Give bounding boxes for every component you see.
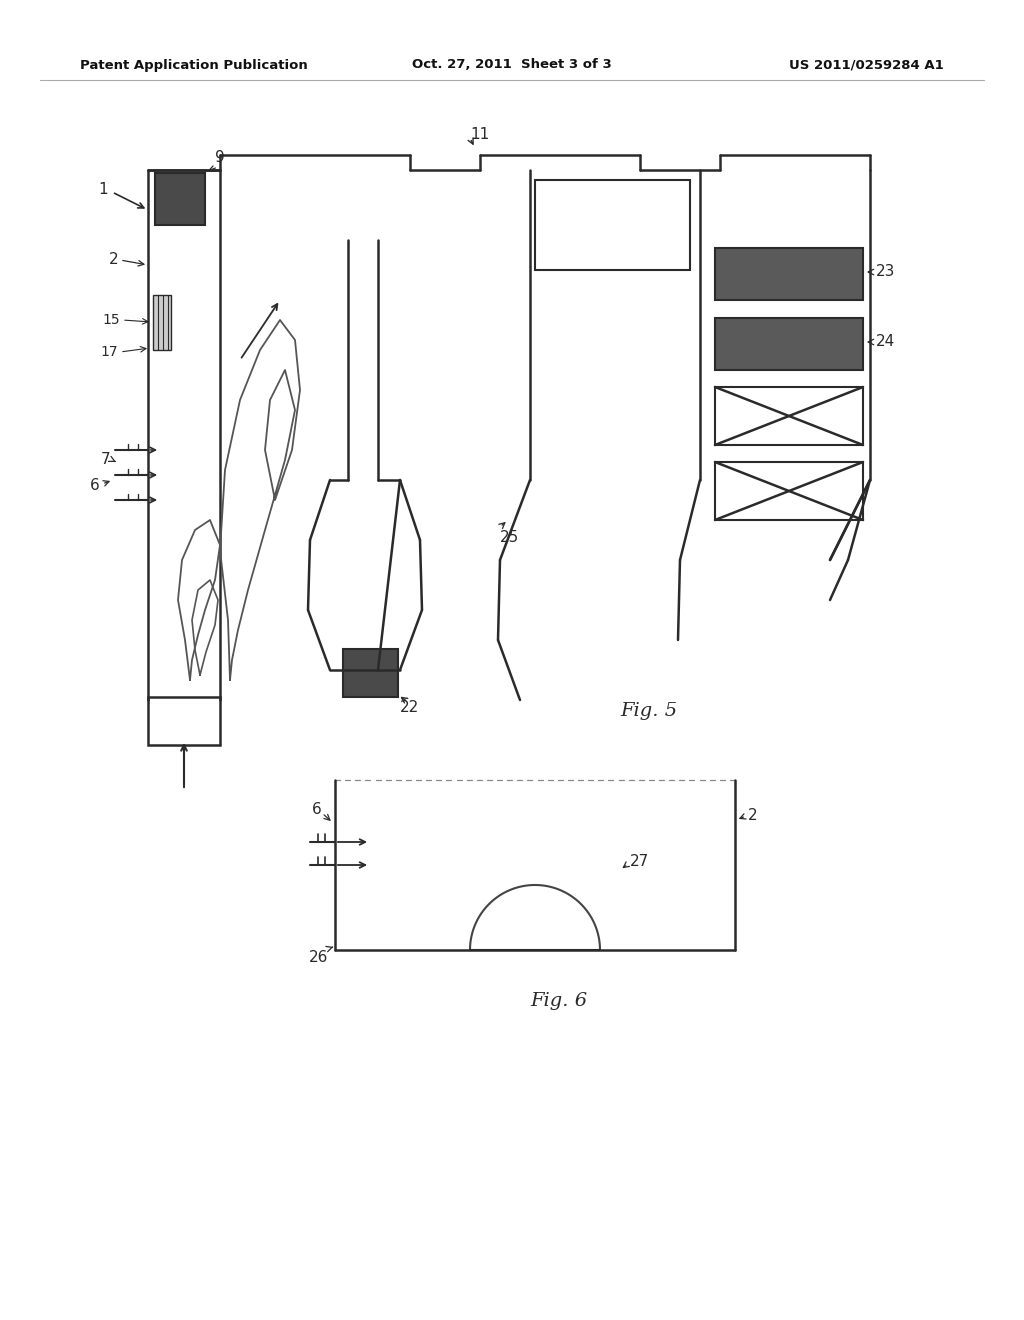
- Text: 11: 11: [470, 127, 489, 143]
- Bar: [715, 462, 863, 520]
- Text: 26: 26: [308, 950, 328, 965]
- Text: 1: 1: [98, 182, 108, 198]
- Bar: [715, 387, 863, 445]
- Text: 9: 9: [215, 150, 224, 165]
- Bar: [343, 649, 398, 697]
- Text: 17: 17: [100, 345, 118, 359]
- Bar: [148, 697, 220, 744]
- Text: 7: 7: [100, 453, 110, 467]
- Text: 2: 2: [109, 252, 118, 268]
- Text: 6: 6: [90, 478, 100, 492]
- Text: US 2011/0259284 A1: US 2011/0259284 A1: [790, 58, 944, 71]
- Text: 23: 23: [876, 264, 895, 280]
- Text: 27: 27: [630, 854, 649, 870]
- Bar: [535, 180, 690, 271]
- Text: Patent Application Publication: Patent Application Publication: [80, 58, 308, 71]
- Text: 6: 6: [312, 803, 322, 817]
- Bar: [155, 173, 205, 224]
- Text: 24: 24: [876, 334, 895, 350]
- Bar: [715, 248, 863, 300]
- Text: Oct. 27, 2011  Sheet 3 of 3: Oct. 27, 2011 Sheet 3 of 3: [412, 58, 612, 71]
- Text: Fig. 5: Fig. 5: [620, 702, 677, 719]
- Text: 2: 2: [748, 808, 758, 822]
- Text: 25: 25: [500, 531, 519, 545]
- Text: 15: 15: [102, 313, 120, 327]
- Bar: [153, 294, 171, 350]
- Text: 22: 22: [400, 700, 419, 715]
- Text: Fig. 6: Fig. 6: [530, 993, 587, 1010]
- Bar: [715, 318, 863, 370]
